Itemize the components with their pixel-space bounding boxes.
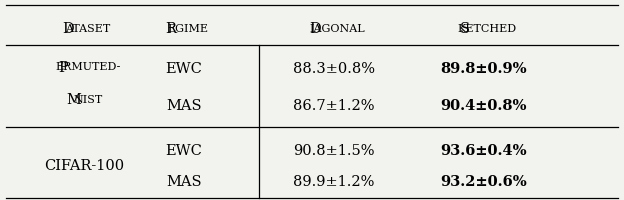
Text: EWC: EWC (165, 144, 203, 158)
Text: MAS: MAS (166, 175, 202, 189)
Text: 86.7±1.2%: 86.7±1.2% (293, 99, 374, 113)
Text: 89.9±1.2%: 89.9±1.2% (293, 175, 374, 189)
Text: S: S (460, 22, 470, 36)
Text: D: D (62, 22, 74, 36)
Text: MAS: MAS (166, 99, 202, 113)
Text: D: D (310, 22, 321, 36)
Text: ERMUTED-: ERMUTED- (55, 62, 120, 72)
Text: 89.8±0.9%: 89.8±0.9% (441, 62, 527, 76)
Text: IAGONAL: IAGONAL (310, 24, 365, 34)
Text: 90.4±0.8%: 90.4±0.8% (441, 99, 527, 113)
Text: EGIME: EGIME (167, 24, 208, 34)
Text: 93.2±0.6%: 93.2±0.6% (440, 175, 527, 189)
Text: EWC: EWC (165, 62, 203, 76)
Text: M: M (66, 92, 81, 107)
Text: ATASET: ATASET (65, 24, 110, 34)
Text: R: R (165, 22, 177, 36)
Text: 88.3±0.8%: 88.3±0.8% (293, 62, 375, 76)
Text: KETCHED: KETCHED (457, 24, 517, 34)
Text: P: P (59, 60, 68, 74)
Text: 90.8±1.5%: 90.8±1.5% (293, 144, 374, 158)
Text: NIST: NIST (73, 95, 102, 105)
Text: CIFAR-100: CIFAR-100 (44, 160, 124, 173)
Text: 93.6±0.4%: 93.6±0.4% (441, 144, 527, 158)
